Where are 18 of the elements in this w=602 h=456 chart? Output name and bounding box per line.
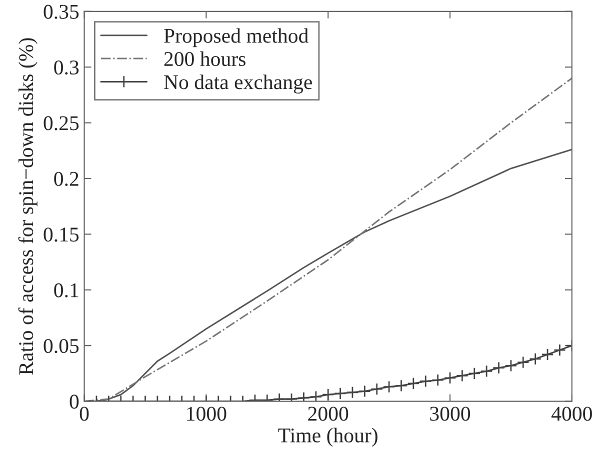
x-tick-label: 3000 (430, 406, 470, 421)
y-axis-title: Ratio of access for spin−down disks (%) (18, 38, 38, 375)
x-tick-label: 2000 (308, 406, 348, 421)
legend-label: 200 hours (164, 51, 246, 66)
y-tick-label: 0.3 (54, 60, 79, 75)
y-tick-label: 0.2 (54, 172, 78, 186)
y-tick-label: 0.05 (44, 338, 79, 354)
x-axis-title: Time (hour) (278, 428, 378, 447)
y-tick-label: 0.15 (44, 228, 79, 242)
x-tick-label: 1000 (187, 406, 226, 421)
x-tick-label: 0 (80, 406, 89, 421)
y-tick-label: 0.1 (54, 283, 78, 298)
y-tick-label: 0.25 (44, 116, 79, 130)
x-tick-label: 4000 (551, 406, 592, 421)
legend-label: No data exchange (164, 74, 312, 94)
y-tick-label: 0 (70, 394, 79, 409)
legend-label: Proposed method (164, 28, 308, 48)
y-tick-label: 0.35 (44, 4, 79, 19)
